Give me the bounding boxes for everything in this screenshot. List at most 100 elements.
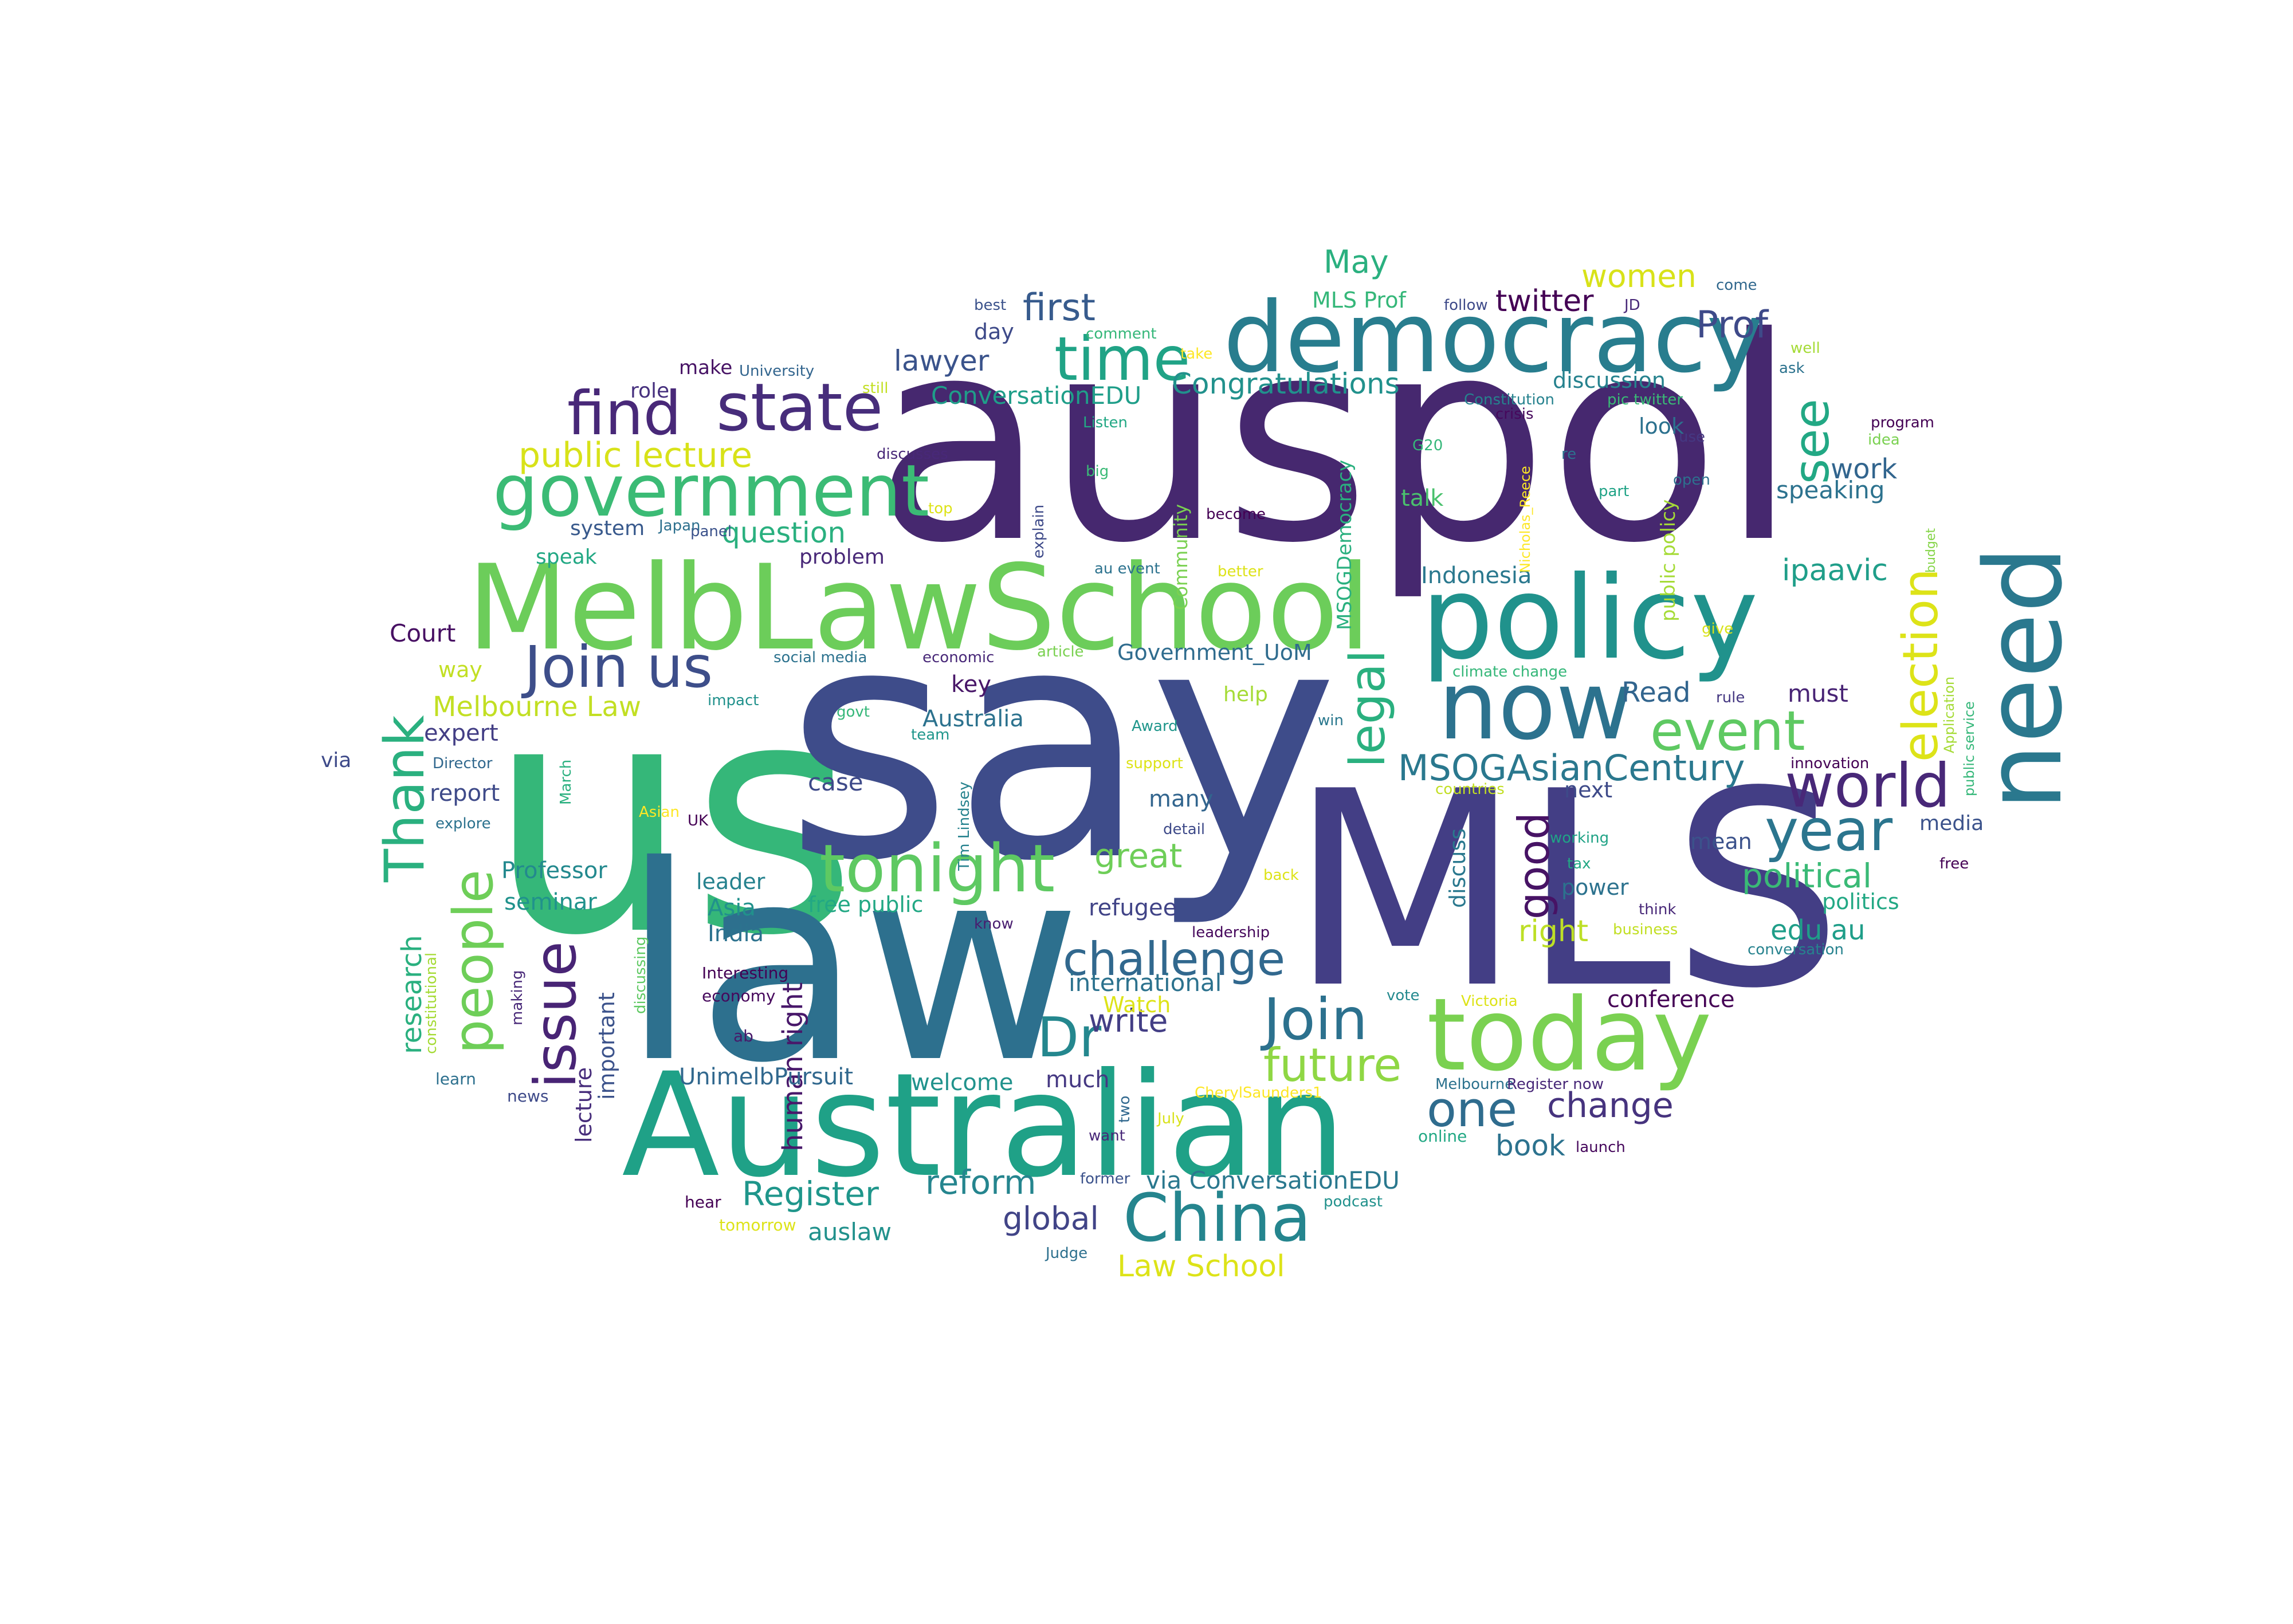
cloud-word: MLS Prof (1312, 288, 1406, 313)
cloud-word: follow (1444, 297, 1488, 314)
cloud-word: big (1086, 463, 1109, 480)
cloud-word: CherylSaunders1 (1195, 1084, 1322, 1102)
cloud-word: Register (742, 1174, 879, 1213)
cloud-word: government (493, 450, 930, 533)
cloud-word: expert (424, 720, 498, 746)
cloud-word: find (567, 379, 682, 449)
cloud-word: au event (1094, 560, 1160, 577)
cloud-word: right (1518, 914, 1589, 949)
cloud-word: democracy (1223, 281, 1764, 395)
cloud-word: tax (1567, 855, 1591, 872)
cloud-word: take (1180, 345, 1213, 363)
cloud-word: case (808, 768, 863, 796)
cloud-word: MelbLawSchool (467, 540, 1372, 677)
cloud-word: make (679, 356, 733, 379)
cloud-word: day (974, 319, 1014, 344)
cloud-word: come (1716, 277, 1757, 294)
cloud-word: Court (390, 619, 456, 647)
cloud-word: Read (1621, 677, 1691, 709)
cloud-word: election (1892, 568, 1949, 762)
cloud-word: discussing (632, 936, 649, 1014)
cloud-word: UK (688, 812, 709, 829)
cloud-word: support (1126, 755, 1183, 772)
cloud-word: win (1318, 712, 1344, 729)
cloud-word: Nicholas_Reece (1517, 466, 1533, 573)
cloud-word: key (951, 671, 992, 698)
cloud-word: May (1324, 243, 1389, 280)
cloud-word: Indonesia (1421, 563, 1532, 589)
cloud-word: former (1080, 1170, 1130, 1187)
cloud-word: Asian (639, 804, 680, 821)
cloud-word: international (1069, 969, 1222, 997)
cloud-word: economic (922, 649, 995, 666)
cloud-word: great (1094, 836, 1183, 875)
cloud-word: two (1116, 1095, 1133, 1123)
cloud-word: public policy (1657, 499, 1680, 622)
cloud-word: hear (685, 1193, 721, 1212)
cloud-word: problem (799, 545, 885, 569)
cloud-word: article (1037, 643, 1084, 660)
cloud-word: issue (522, 941, 589, 1088)
cloud-word: pic twitter (1607, 391, 1683, 408)
cloud-word: explore (435, 815, 491, 832)
cloud-word: know (974, 915, 1014, 933)
cloud-word: discussion (1553, 368, 1666, 393)
cloud-word: twitter (1495, 284, 1594, 318)
cloud-word: JD (1624, 297, 1640, 314)
cloud-word: public service (1961, 701, 1977, 796)
cloud-word: via ConversationEDU (1146, 1166, 1400, 1194)
cloud-word: budget (1924, 528, 1938, 573)
cloud-word: July (1157, 1110, 1184, 1127)
cloud-word: look (1639, 414, 1685, 439)
cloud-word: mean (1690, 829, 1752, 854)
cloud-word: legal (1340, 650, 1396, 768)
cloud-word: learn (435, 1069, 476, 1088)
cloud-word: conference (1607, 986, 1735, 1013)
cloud-word: people (442, 869, 505, 1054)
cloud-word: ab (733, 1027, 753, 1045)
cloud-word: crisis (1495, 406, 1534, 423)
cloud-word: Melbourne Law (433, 691, 642, 723)
cloud-word: Director (433, 755, 493, 772)
cloud-word: India (708, 921, 764, 947)
cloud-word: Join us (524, 634, 713, 701)
cloud-word: now (1438, 651, 1634, 761)
cloud-word: March (557, 759, 575, 805)
cloud-word: year (1765, 797, 1893, 864)
cloud-word: Congratulations (1172, 367, 1400, 400)
cloud-word: challenge (1063, 933, 1286, 986)
cloud-word: free public (808, 892, 924, 917)
cloud-word: report (430, 780, 500, 807)
cloud-word: online (1418, 1127, 1467, 1146)
cloud-word: world (1785, 751, 1951, 821)
cloud-word: Government_UoM (1117, 640, 1312, 665)
cloud-word: vote (1387, 987, 1420, 1004)
cloud-word: MSOGAsianCentury (1398, 747, 1745, 789)
cloud-word: making (509, 970, 526, 1025)
cloud-word: role (630, 379, 670, 403)
cloud-word: Watch (1103, 992, 1171, 1017)
cloud-word: podcast (1324, 1193, 1383, 1210)
cloud-word: conversation (1748, 941, 1844, 958)
cloud-word: seminar (504, 889, 597, 915)
cloud-word: talk (1401, 485, 1444, 512)
cloud-word: reform (925, 1163, 1036, 1202)
cloud-word: political (1742, 856, 1872, 895)
cloud-word: next (1564, 777, 1613, 803)
cloud-word: research (396, 935, 428, 1054)
cloud-word: global (1003, 1200, 1099, 1237)
cloud-word: state (716, 369, 884, 446)
cloud-word: Listen (1083, 414, 1128, 431)
cloud-word: free (1939, 855, 1969, 872)
cloud-word: Asia (708, 895, 756, 921)
cloud-word: think (1639, 901, 1676, 918)
cloud-word: Prof (1696, 304, 1769, 347)
cloud-word: innovation (1791, 755, 1870, 772)
cloud-word: comment (1086, 325, 1157, 343)
cloud-word: first (1023, 286, 1096, 329)
cloud-word: much (1046, 1067, 1110, 1093)
cloud-word: rule (1716, 689, 1745, 706)
cloud-word: social media (774, 649, 867, 666)
cloud-word: team (911, 726, 950, 744)
